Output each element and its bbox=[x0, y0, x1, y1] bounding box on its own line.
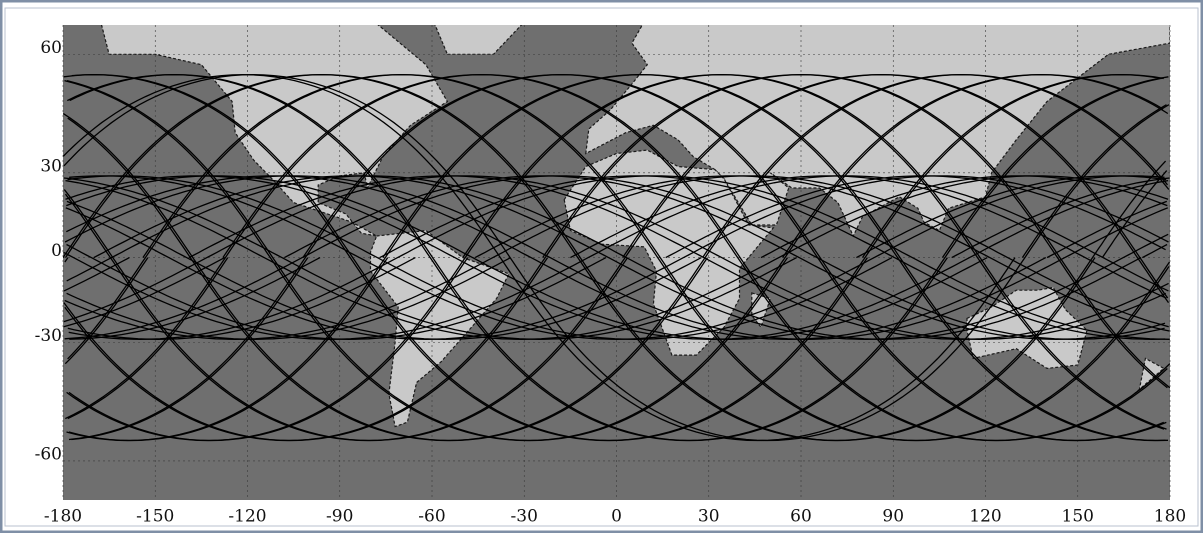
x-tick-label: -30 bbox=[511, 507, 538, 527]
y-tick-label: -60 bbox=[35, 444, 62, 464]
y-tick-label: -30 bbox=[35, 326, 62, 346]
x-tick-label: -90 bbox=[326, 507, 353, 527]
x-tick-label: -120 bbox=[228, 507, 266, 527]
x-tick-label: -180 bbox=[44, 507, 82, 527]
y-tick-label: 30 bbox=[40, 156, 62, 176]
map-window: -180 -150 -120 -90 -60 -30 0 30 60 90 120 150 180 60 3… bbox=[0, 0, 1203, 533]
x-tick-label: -150 bbox=[136, 507, 174, 527]
y-tick-label: 60 bbox=[40, 38, 62, 58]
x-tick-label: 0 bbox=[611, 507, 622, 527]
x-tick-label: 180 bbox=[1154, 507, 1186, 527]
page: -180 -150 -120 -90 -60 -30 0 30 60 90 120 150 180 60 3… bbox=[0, 0, 1203, 533]
x-tick-label: 60 bbox=[790, 507, 812, 527]
x-tick-label: -60 bbox=[418, 507, 445, 527]
x-tick-label: 150 bbox=[1062, 507, 1094, 527]
x-tick-label: 30 bbox=[698, 507, 720, 527]
x-tick-label: 120 bbox=[969, 507, 1001, 527]
y-tick-label: 0 bbox=[51, 241, 62, 261]
x-tick-label: 90 bbox=[882, 507, 904, 527]
